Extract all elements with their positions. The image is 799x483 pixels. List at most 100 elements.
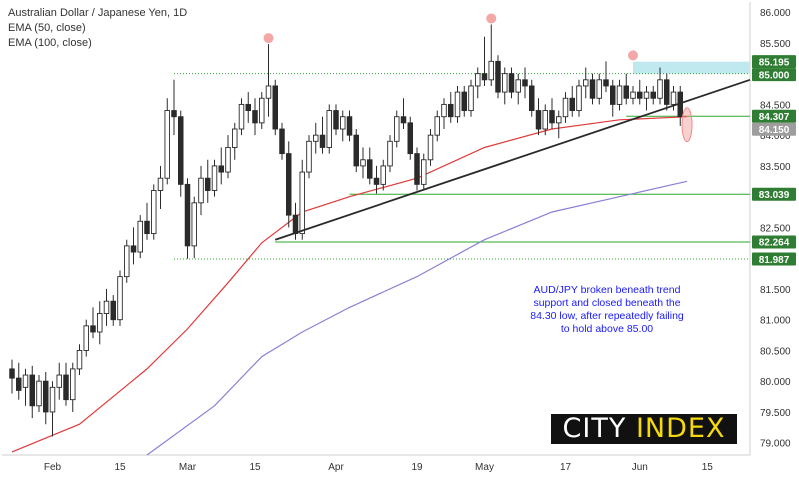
candle-body-up — [454, 91, 461, 118]
y-tick-label: 85.500 — [760, 39, 791, 50]
price-label-box — [752, 187, 796, 201]
candle-body-up — [164, 110, 170, 179]
candle — [549, 98, 555, 130]
candle — [623, 73, 630, 105]
trendline — [274, 78, 751, 241]
y-tick-label: 82.500 — [760, 223, 791, 234]
candle — [637, 79, 643, 105]
x-tick-label: May — [475, 462, 494, 473]
candle — [204, 159, 211, 203]
candle — [43, 371, 49, 425]
candle-body-up — [117, 276, 123, 321]
candle-body-up — [670, 91, 677, 105]
candle — [508, 67, 515, 99]
price-label-text: 81.987 — [759, 255, 790, 266]
candle — [367, 147, 373, 185]
candle — [286, 141, 292, 228]
candle-body-down — [650, 91, 657, 99]
resistance-zone-rect — [633, 61, 750, 74]
peak-highlight-dot — [486, 13, 497, 24]
legend-title: Australian Dollar / Japanese Yen, 1D — [8, 7, 188, 19]
candle-body-up — [96, 313, 103, 333]
legend-ema50: EMA (50, close) — [8, 22, 86, 34]
candle — [123, 239, 130, 283]
candle-body-up — [488, 60, 495, 81]
candle-body-up — [583, 79, 589, 87]
candle-body-up — [259, 97, 265, 124]
y-tick-label: 79.500 — [760, 408, 791, 419]
candle — [96, 301, 103, 345]
candle — [56, 362, 63, 400]
candle-body-up — [306, 140, 312, 173]
candle-body-up — [150, 190, 157, 235]
candle — [522, 67, 528, 99]
y-tick-label: 83.500 — [760, 162, 791, 173]
candle — [643, 85, 650, 111]
price-label-text: 82.264 — [759, 238, 790, 249]
candle-body-up — [596, 79, 603, 99]
candle-body-up — [434, 116, 441, 136]
candle — [657, 67, 663, 105]
candle — [83, 319, 89, 357]
candle — [218, 147, 224, 185]
candle-body-up — [542, 110, 549, 130]
candle-body-down — [461, 91, 468, 112]
candle — [299, 159, 306, 240]
candle-body-down — [637, 91, 643, 99]
x-tick-label: 17 — [560, 462, 572, 473]
candle — [238, 98, 245, 136]
candle — [157, 165, 164, 209]
candle — [231, 122, 238, 160]
candle — [475, 67, 481, 99]
candle-body-down — [171, 110, 177, 118]
y-tick-label: 84.000 — [760, 131, 791, 142]
candle-body-down — [130, 245, 137, 253]
candle — [211, 159, 218, 197]
candle — [596, 73, 603, 105]
candle-body-down — [144, 220, 150, 235]
resistance-zone — [633, 61, 750, 74]
candle-body-down — [529, 85, 535, 112]
candle-body-up — [123, 245, 130, 278]
candle-body-up — [387, 140, 393, 167]
x-tick-label: 15 — [702, 462, 714, 473]
candle-body-up — [231, 128, 238, 148]
x-tick-label: Jun — [632, 462, 648, 473]
candle — [434, 110, 441, 142]
candle — [340, 110, 346, 142]
price-label-box — [752, 68, 796, 82]
horizontal-levels — [174, 73, 750, 260]
candle — [616, 79, 623, 111]
candle-body-down — [367, 159, 373, 179]
x-tick-label: 15 — [114, 462, 126, 473]
candle — [360, 147, 366, 179]
candles — [9, 24, 684, 437]
price-labels: 85.195 85.000 84.307 84.150 83.039 82.264 81.9… — [752, 55, 796, 266]
candle-body-up — [22, 374, 29, 388]
candle-body-down — [110, 300, 116, 321]
candle — [650, 85, 657, 105]
candle — [9, 359, 15, 394]
candle-body-up — [468, 85, 474, 112]
price-label-text: 85.195 — [759, 57, 790, 68]
candle — [198, 165, 204, 216]
trendline-line — [274, 78, 751, 241]
candle — [448, 92, 454, 123]
candle-body-up — [380, 165, 387, 185]
candle — [333, 104, 339, 136]
candle-body-down — [90, 325, 96, 333]
candle — [556, 110, 562, 139]
candle — [117, 270, 123, 326]
candle — [407, 116, 414, 160]
candle — [137, 215, 143, 259]
x-tick-label: 15 — [249, 462, 261, 473]
candle-body-up — [157, 177, 164, 191]
candle — [177, 110, 184, 197]
candle-body-down — [495, 60, 501, 93]
candle-body-down — [508, 73, 515, 93]
candle-body-down — [589, 79, 596, 99]
annotation-line: 84.30 low, after repeatedly failing — [530, 310, 684, 322]
candle-body-up — [657, 79, 663, 99]
price-label-box — [752, 252, 796, 266]
